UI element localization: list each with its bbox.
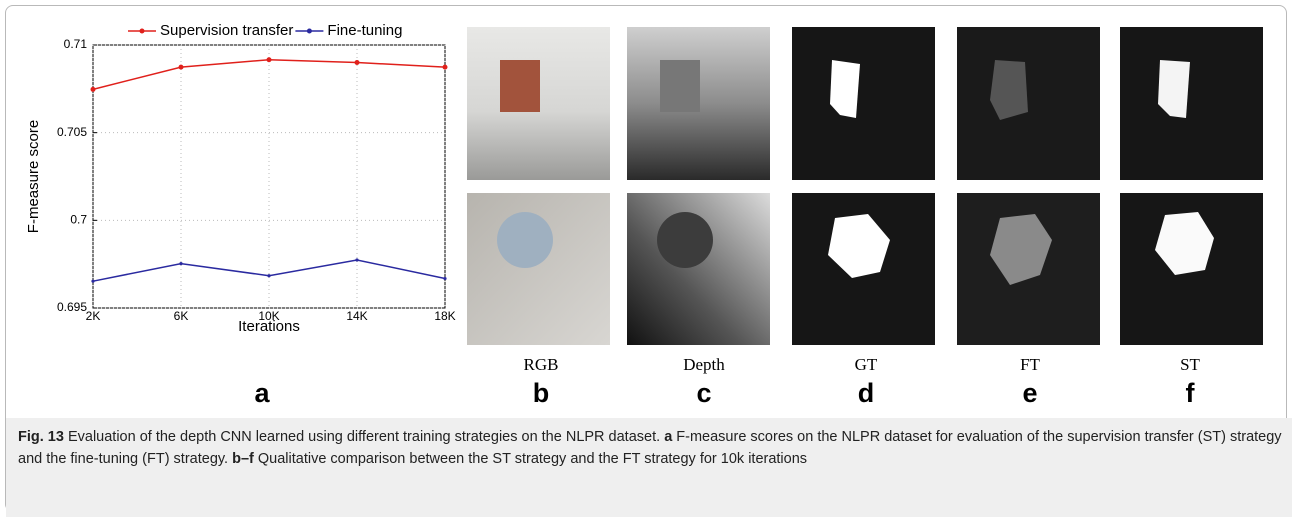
y-tick-label: 0.71 <box>64 37 88 51</box>
panel-label: e <box>1022 378 1037 408</box>
column-title: ST <box>1180 355 1200 374</box>
series-line <box>93 60 445 90</box>
legend-marker <box>140 29 145 34</box>
x-tick-label: 18K <box>434 309 455 323</box>
gt-image <box>792 27 935 180</box>
caption-figure-number: Fig. 13 <box>18 429 64 445</box>
legend-label: Fine-tuning <box>327 22 402 39</box>
rgb-object <box>500 60 540 112</box>
panel-label: d <box>858 378 875 408</box>
data-point <box>443 277 446 280</box>
caption-panel-ref: b–f <box>232 451 254 467</box>
image-panels <box>467 27 1263 345</box>
x-tick-label: 14K <box>346 309 367 323</box>
x-axis-label: Iterations <box>238 318 300 335</box>
column-title: RGB <box>524 355 559 374</box>
y-axis-label: F-measure score <box>25 120 42 233</box>
ft-mask <box>990 60 1028 120</box>
y-tick-label: 0.705 <box>57 125 87 139</box>
column-title: Depth <box>683 355 725 374</box>
data-point <box>443 65 448 70</box>
caption-text: Evaluation of the depth CNN learned usin… <box>64 429 664 445</box>
x-tick-label: 6K <box>174 309 189 323</box>
data-point <box>91 87 96 92</box>
caption-text: Qualitative comparison between the ST st… <box>254 451 807 467</box>
data-point <box>179 65 184 70</box>
depth-object <box>657 212 713 268</box>
data-point <box>355 60 360 65</box>
data-point <box>179 262 182 265</box>
data-point <box>355 258 358 261</box>
data-point <box>267 274 270 277</box>
panel-label: c <box>696 378 711 408</box>
depth-object <box>660 60 700 112</box>
caption: Fig. 13 Evaluation of the depth CNN lear… <box>6 418 1292 517</box>
rgb-object <box>497 212 553 268</box>
y-tick-label: 0.7 <box>70 213 87 227</box>
x-tick-label: 2K <box>86 309 101 323</box>
column-title: FT <box>1020 355 1040 374</box>
panel-label: a <box>254 378 270 408</box>
data-point <box>267 57 272 62</box>
column-title: GT <box>855 355 878 374</box>
data-point <box>91 280 94 283</box>
legend-label: Supervision transfer <box>160 22 293 39</box>
st-image <box>1120 27 1263 180</box>
y-tick-label: 0.695 <box>57 300 87 314</box>
page: 0.6950.70.7050.712K6K10K14K18KIterations… <box>0 0 1292 517</box>
panel-label: b <box>533 378 550 408</box>
legend-marker <box>307 29 312 34</box>
panel-label: f <box>1186 378 1196 408</box>
ft-image <box>957 27 1100 180</box>
plot-area <box>93 45 445 308</box>
